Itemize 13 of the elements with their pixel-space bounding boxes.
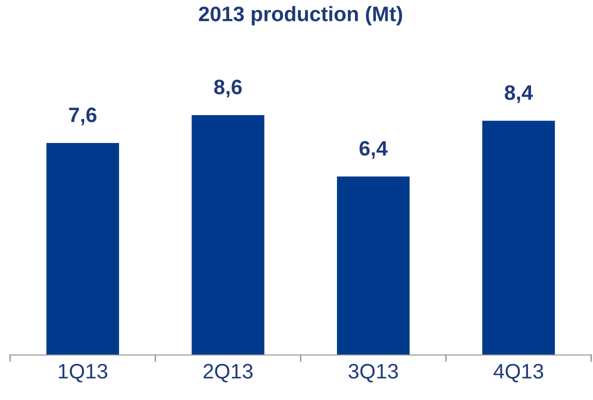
x-tick-label: 3Q13 (348, 364, 398, 382)
bar (336, 176, 410, 355)
data-label: 8,6 (214, 80, 242, 98)
bar (46, 143, 120, 355)
data-label: 6,4 (360, 140, 388, 159)
chart-title: 2013 production (Mt) (198, 6, 402, 26)
data-label: 8,4 (504, 85, 533, 103)
data-label: 7,6 (69, 108, 96, 126)
x-tick-label: 2Q13 (204, 364, 253, 382)
bar (482, 120, 555, 355)
x-tick-label: 1Q13 (58, 364, 108, 382)
bar (192, 115, 264, 355)
x-tick-label: 4Q13 (494, 364, 544, 382)
